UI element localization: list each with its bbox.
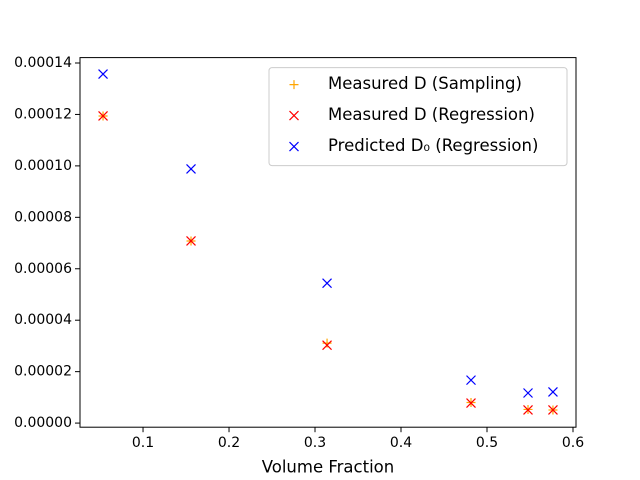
x-tick-label: 0.6 (562, 435, 584, 451)
legend-label: Measured D (Sampling) (328, 74, 522, 93)
y-tick-label: 0.00014 (14, 55, 72, 71)
y-tick-label: 0.00010 (14, 158, 72, 174)
point (548, 387, 558, 397)
point (98, 69, 108, 79)
legend-marker (289, 80, 299, 90)
plot-frame (79, 57, 577, 428)
x-tick-label: 0.5 (476, 435, 498, 451)
y-tick-label: 0.00008 (14, 209, 72, 225)
point (322, 340, 332, 351)
legend-label: Predicted D₀ (Regression) (328, 136, 538, 155)
legend-marker (289, 110, 299, 121)
y-tick-label: 0.00006 (14, 261, 72, 277)
legend-label: Measured D (Regression) (328, 105, 535, 124)
point (186, 164, 196, 174)
point (523, 405, 533, 415)
legend-marker (289, 141, 299, 152)
point (186, 236, 196, 246)
y-tick-label: 0.00002 (14, 364, 72, 380)
y-tick-label: 0.00000 (14, 415, 72, 431)
point (322, 338, 332, 348)
x-tick-label: 0.1 (132, 435, 154, 451)
legend-box (268, 67, 568, 167)
x-tick-label: 0.4 (390, 435, 412, 451)
x-tick-label: 0.2 (218, 435, 240, 451)
y-tick-label: 0.00012 (14, 106, 72, 122)
point (466, 375, 476, 386)
point (322, 278, 332, 289)
point (466, 398, 476, 408)
point (548, 405, 558, 415)
y-tick-label: 0.00004 (14, 312, 72, 328)
x-tick-label: 0.3 (304, 435, 326, 451)
point (98, 111, 108, 121)
point (523, 388, 533, 398)
x-axis-label: Volume Fraction (262, 458, 394, 477)
